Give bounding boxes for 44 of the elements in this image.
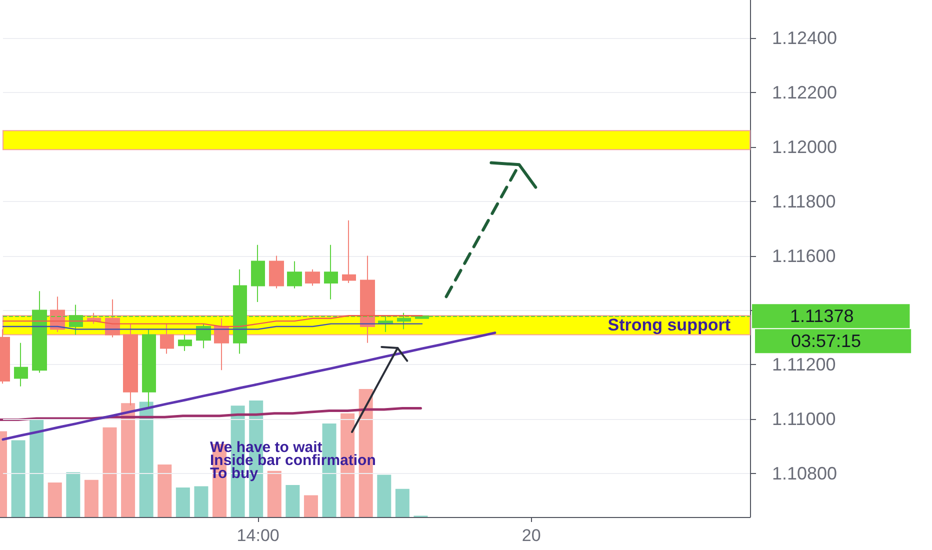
y-tick-label: 1.11200 (772, 354, 836, 375)
bar (194, 486, 208, 517)
bar (102, 427, 117, 517)
candlestick (214, 318, 229, 371)
x-tick-label: 14:00 (236, 526, 280, 545)
bar (304, 495, 318, 517)
y-tick-label: 1.12400 (772, 28, 838, 48)
bar (158, 464, 172, 517)
y-tick-label: 1.11600 (772, 246, 836, 266)
x-tick-label: 20 (522, 526, 541, 545)
bar (11, 440, 26, 517)
candlestick (14, 342, 28, 387)
y-tick-label: 1.10800 (772, 463, 838, 484)
y-tick-label: 1.12200 (772, 82, 838, 103)
candlestick (123, 323, 138, 406)
candlestick (305, 268, 320, 286)
y-tick-label: 1.11800 (772, 191, 836, 212)
bar (395, 488, 410, 517)
candlestick (160, 323, 174, 354)
candlestick (324, 244, 338, 300)
candlestick (251, 244, 265, 303)
candlestick (178, 334, 192, 352)
candlestick (269, 255, 284, 289)
line-series (2, 332, 496, 441)
bar (286, 485, 300, 517)
bar (48, 482, 62, 517)
band-label: Strong support (608, 316, 731, 335)
bar (267, 470, 282, 517)
bar (176, 488, 190, 517)
y-tick-label: 1.12000 (772, 136, 838, 157)
bar (377, 474, 392, 517)
ref-line-label: 1.11378 (790, 306, 854, 326)
line-series (2, 315, 423, 328)
bar (84, 480, 98, 517)
candlestick (142, 328, 156, 409)
candlestick (360, 255, 375, 344)
text: 03:57:15 (791, 331, 862, 352)
bar (30, 418, 44, 517)
bar (139, 402, 154, 517)
candlestick (287, 260, 302, 289)
bar (66, 472, 80, 517)
y-tick-label: 1.11000 (772, 409, 836, 430)
candlestick (342, 220, 356, 284)
bar (121, 403, 136, 517)
